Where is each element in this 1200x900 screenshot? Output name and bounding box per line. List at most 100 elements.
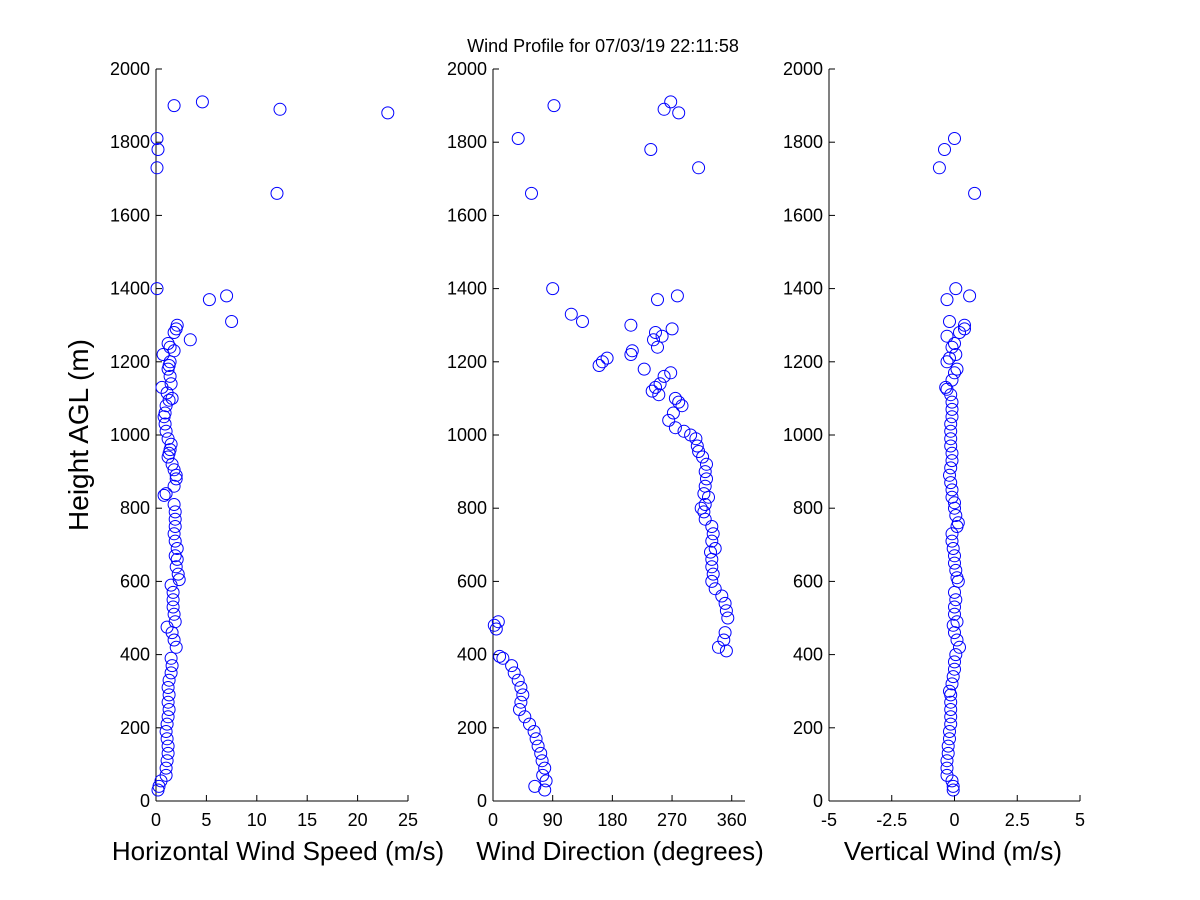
data-point xyxy=(653,377,667,391)
data-point xyxy=(168,520,182,533)
data-point xyxy=(698,498,712,511)
data-point xyxy=(531,739,545,753)
data-point xyxy=(528,779,542,793)
data-point xyxy=(564,307,578,321)
data-point xyxy=(946,670,960,684)
data-point xyxy=(677,424,691,438)
y-tick-label: 1800 xyxy=(783,132,823,152)
data-point xyxy=(507,666,521,680)
data-point xyxy=(496,651,510,665)
data-point xyxy=(160,754,174,768)
y-tick-label: 600 xyxy=(457,571,487,591)
data-point xyxy=(944,417,958,431)
data-point xyxy=(160,717,174,731)
y-tick-label: 1600 xyxy=(447,205,487,225)
data-point xyxy=(655,329,669,343)
data-point xyxy=(514,695,528,709)
data-point xyxy=(944,439,958,453)
data-point xyxy=(948,556,961,570)
data-point xyxy=(944,461,958,475)
data-point xyxy=(169,560,183,574)
y-tick-label: 1400 xyxy=(783,279,823,299)
data-point xyxy=(940,768,954,782)
y-tick-label: 1800 xyxy=(110,132,150,152)
data-point xyxy=(168,505,182,519)
data-point xyxy=(963,289,977,303)
data-point xyxy=(489,622,503,636)
data-point xyxy=(651,293,664,307)
y-tick-label: 1400 xyxy=(447,279,487,299)
data-point xyxy=(161,746,175,760)
data-point xyxy=(534,746,548,760)
data-point xyxy=(940,761,954,775)
y-tick-label: 0 xyxy=(477,791,487,811)
data-point xyxy=(518,710,532,724)
x-tick-label: -2.5 xyxy=(876,810,907,830)
data-point xyxy=(166,585,180,599)
y-tick-label: 1000 xyxy=(110,425,150,445)
data-point xyxy=(945,454,959,468)
data-point xyxy=(968,186,982,200)
data-point xyxy=(595,355,609,369)
data-point xyxy=(649,380,662,394)
data-point xyxy=(163,340,177,354)
data-point xyxy=(172,573,186,587)
data-point xyxy=(948,655,961,669)
data-point xyxy=(651,340,664,354)
data-point xyxy=(168,615,182,629)
subplot-speed: 0 5 10 15 20 25 0 200 400 600 800 1000 1200 1400 1600 1… xyxy=(63,59,444,866)
data-point xyxy=(547,99,561,113)
data-point xyxy=(523,717,536,731)
data-point xyxy=(168,549,182,563)
data-point xyxy=(516,688,530,702)
data-point xyxy=(692,445,706,458)
data-point xyxy=(527,725,541,738)
data-point xyxy=(538,783,552,797)
data-point xyxy=(721,611,735,625)
subplot-panels: 0 5 10 15 20 25 0 200 400 600 800 1000 1200 1400 1600 1… xyxy=(63,59,1085,866)
data-point xyxy=(167,607,181,621)
data-point xyxy=(381,106,395,120)
data-point xyxy=(949,282,963,296)
data-point xyxy=(948,549,961,563)
x-tick-label: 0 xyxy=(949,810,959,830)
data-point xyxy=(161,337,175,350)
data-point xyxy=(150,161,164,175)
data-point xyxy=(159,487,173,501)
data-point xyxy=(168,534,182,548)
data-point xyxy=(712,640,725,654)
data-point xyxy=(170,318,184,332)
data-point xyxy=(698,465,712,479)
data-point xyxy=(657,102,671,116)
data-point xyxy=(158,417,172,431)
x-tick-label: 360 xyxy=(717,810,747,830)
data-point xyxy=(945,410,959,424)
data-point xyxy=(159,768,173,782)
data-point xyxy=(705,560,719,574)
y-tick-label: 1200 xyxy=(447,352,487,372)
y-tick-label: 2000 xyxy=(110,59,150,79)
data-point xyxy=(161,710,175,724)
data-point xyxy=(168,512,182,526)
data-point xyxy=(705,520,719,533)
y-tick-label: 0 xyxy=(813,791,823,811)
data-point xyxy=(491,615,505,629)
data-point xyxy=(943,725,956,738)
data-point xyxy=(945,534,959,548)
x-tick-label: -5 xyxy=(821,810,837,830)
x-tick-label: 25 xyxy=(398,810,418,830)
data-point xyxy=(944,710,958,724)
x-axis-label-vertical: Vertical Wind (m/s) xyxy=(844,836,1062,866)
data-point xyxy=(538,761,552,775)
y-tick-label: 800 xyxy=(457,498,487,518)
data-point xyxy=(953,640,966,654)
data-point xyxy=(624,318,638,332)
x-tick-label: 0 xyxy=(488,810,498,830)
y-tick-label: 1600 xyxy=(783,205,823,225)
data-point xyxy=(647,333,660,347)
data-point xyxy=(525,186,538,200)
data-point xyxy=(945,446,959,460)
x-axis-label-speed: Horizontal Wind Speed (m/s) xyxy=(112,836,444,866)
y-tick-label: 200 xyxy=(793,718,823,738)
data-point xyxy=(672,106,686,120)
